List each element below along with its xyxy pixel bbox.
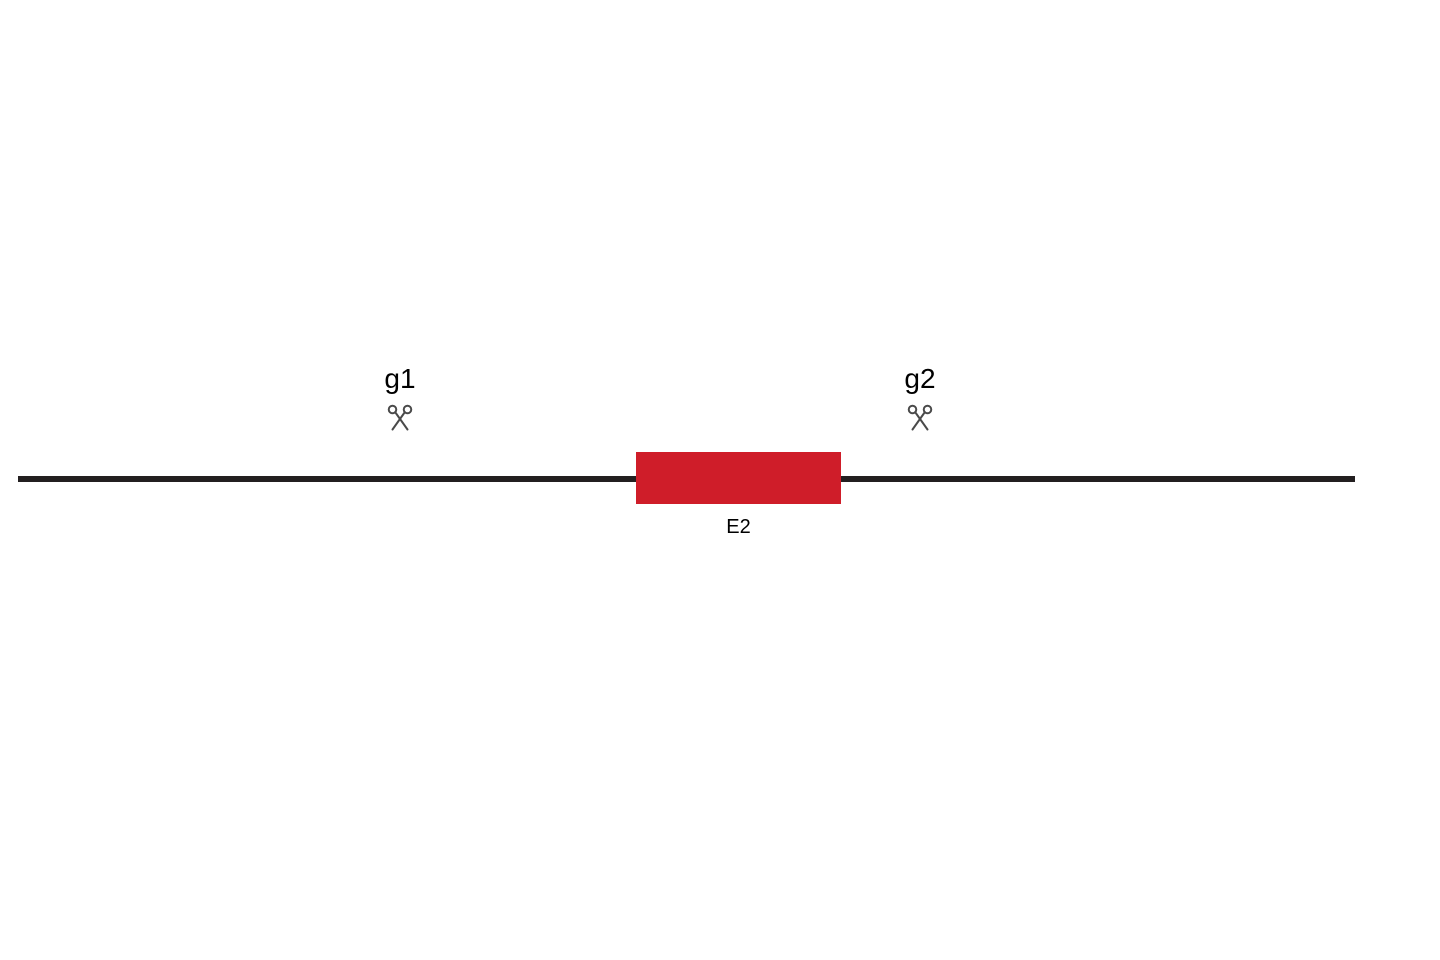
gene-diagram: E2 g1 g2 (0, 0, 1440, 960)
scissors-icon (905, 402, 935, 432)
exon-label: E2 (726, 516, 750, 539)
exon-box (636, 452, 841, 504)
cut-site-g2-label: g2 (904, 363, 935, 395)
genomic-line-right (841, 476, 1355, 482)
scissors-icon (385, 402, 415, 432)
genomic-line-left (18, 476, 636, 482)
cut-site-g1-label: g1 (384, 363, 415, 395)
